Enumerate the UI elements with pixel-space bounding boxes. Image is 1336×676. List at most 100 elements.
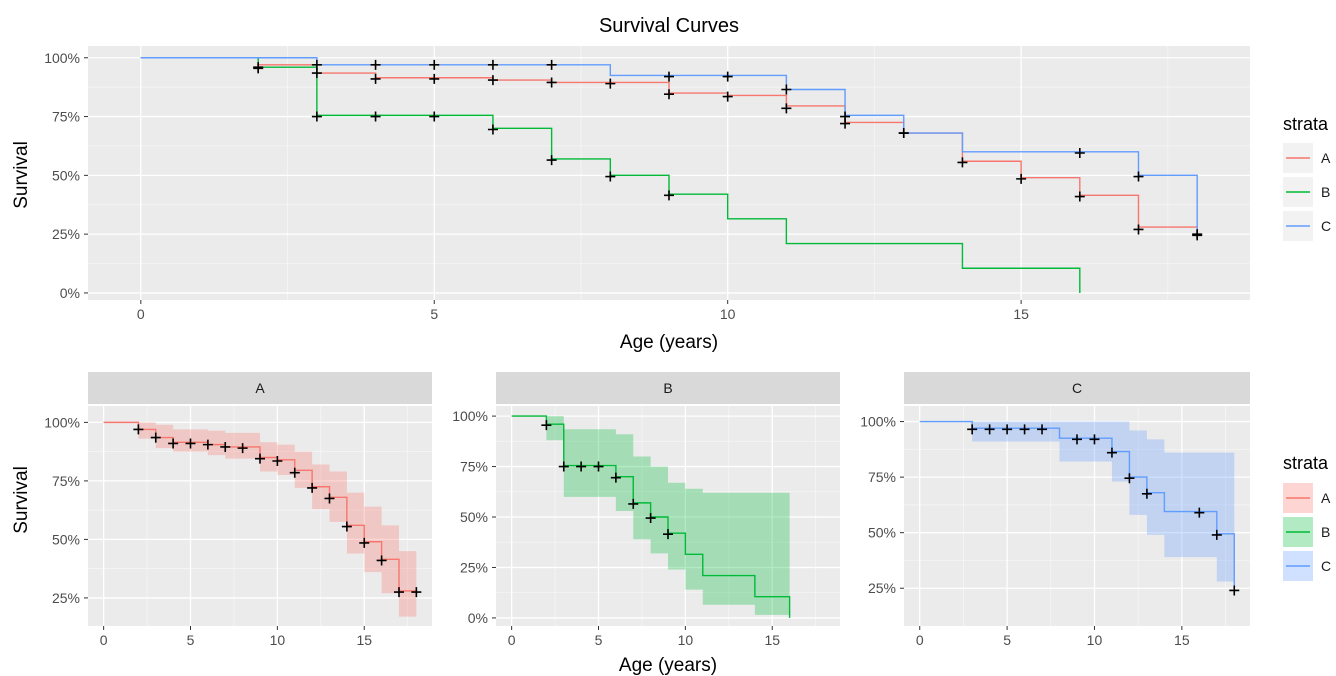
series-c-censor-mark <box>840 111 851 122</box>
y-tick-label: 50% <box>868 525 896 541</box>
x-axis-title-bottom: Age (years) <box>619 655 717 676</box>
facet-b-censor-mark <box>663 529 673 540</box>
x-axis-title: Age (years) <box>620 332 718 353</box>
legend-1 <box>1283 143 1313 241</box>
facet-c-panel <box>900 372 1250 630</box>
facet-strip <box>88 372 432 404</box>
x-tick-label: 10 <box>270 632 286 648</box>
facet-b-panel <box>492 372 840 630</box>
facet-a-censor-mark <box>376 555 387 566</box>
series-a-censor-mark <box>664 89 674 100</box>
x-tick-label: 15 <box>1013 306 1029 322</box>
facet-strip <box>904 372 1250 404</box>
y-tick-label: 50% <box>52 167 80 183</box>
y-tick-label: 75% <box>52 473 80 489</box>
legend-2 <box>1283 483 1313 581</box>
facet-b-censor-mark <box>593 461 604 472</box>
facet-b-censor-mark <box>558 461 569 472</box>
facet-a-plot-background <box>88 406 432 626</box>
legend-label: A <box>1321 150 1331 166</box>
series-a-censor-mark <box>605 78 616 89</box>
facet-a-censor-mark <box>220 441 231 452</box>
series-a-line <box>140 57 1198 232</box>
series-c-censor-mark <box>1192 230 1203 241</box>
series-a-censor-mark <box>781 103 792 114</box>
facet-c-censor-mark <box>967 424 978 435</box>
series-a-censor-mark <box>722 91 733 102</box>
facet-a-censor-mark <box>150 432 161 443</box>
x-tick-label: 5 <box>1003 632 1011 648</box>
chart-title: Survival Curves <box>599 15 739 37</box>
series-b-censor-mark <box>605 171 616 182</box>
series-a-censor-mark <box>429 73 440 84</box>
series-b-censor-mark <box>311 111 322 122</box>
series-b-censor-mark <box>546 155 557 166</box>
facet-a-censor-mark <box>324 493 335 504</box>
series-c-censor-mark <box>898 128 909 139</box>
y-tick-label: 100% <box>452 408 488 424</box>
x-tick-label: 5 <box>595 632 603 648</box>
legend-label: C <box>1321 218 1331 234</box>
facet-a-censor-mark <box>272 456 283 466</box>
series-a-censor-mark <box>1133 224 1144 235</box>
series-c-censor-mark <box>781 84 792 95</box>
y-tick-label: 0% <box>60 285 80 301</box>
facet-a-censor-mark <box>341 521 352 532</box>
series-c-censor-mark <box>1133 171 1144 182</box>
series-c-censor-mark <box>1074 148 1085 159</box>
series-b-censor-mark <box>487 124 498 135</box>
series-b-censor-mark <box>429 111 440 122</box>
legend-title: strata <box>1283 114 1329 134</box>
x-tick-label: 15 <box>764 632 780 648</box>
legend-label: C <box>1321 558 1331 574</box>
facet-strip-label: C <box>1072 380 1082 396</box>
x-tick-label: 10 <box>1087 632 1103 648</box>
facet-c-censor-mark <box>1037 424 1048 435</box>
series-c-censor-mark <box>487 59 498 70</box>
facet-a-censor-mark <box>393 587 404 598</box>
y-tick-label: 75% <box>52 109 80 125</box>
series-a-censor-mark <box>546 77 557 88</box>
y-tick-label: 50% <box>460 509 488 525</box>
facet-a-censor-mark <box>289 467 300 478</box>
y-axis-title-bottom: Survival <box>11 466 32 534</box>
facet-b-censor-mark <box>628 498 639 509</box>
facet-c-censor-mark <box>1141 488 1152 499</box>
facet-c-censor-mark <box>1106 447 1117 458</box>
facet-a-censor-mark <box>202 439 213 450</box>
y-tick-label: 25% <box>52 226 80 242</box>
x-tick-label: 0 <box>100 632 108 648</box>
y-tick-label: 100% <box>44 50 80 66</box>
facet-a-censor-mark <box>359 537 370 548</box>
facet-b-censor-mark <box>645 513 656 524</box>
x-tick-label: 15 <box>356 632 372 648</box>
series-c-censor-mark <box>370 59 381 70</box>
confidence-band <box>919 421 1235 582</box>
legend-title: strata <box>1283 453 1329 473</box>
series-a-censor-mark <box>1016 173 1027 184</box>
legend-label: A <box>1321 490 1331 506</box>
x-tick-label: 0 <box>137 306 145 322</box>
series-a-censor-mark <box>1074 191 1085 202</box>
facet-b-censor-mark <box>576 461 587 472</box>
facet-b-plot-background <box>496 406 840 626</box>
x-tick-label: 5 <box>187 632 195 648</box>
y-tick-label: 25% <box>868 580 896 596</box>
y-tick-label: 50% <box>52 531 80 547</box>
series-b-censor-mark <box>253 63 264 74</box>
facet-c-censor-mark <box>984 424 995 435</box>
x-tick-label: 0 <box>916 632 924 648</box>
y-tick-label: 100% <box>860 414 896 430</box>
y-tick-label: 75% <box>460 459 488 475</box>
x-tick-label: 10 <box>678 632 694 648</box>
facet-a-censor-mark <box>307 482 318 493</box>
facet-b-censor-mark <box>610 472 621 483</box>
legend-label: B <box>1321 184 1330 200</box>
series-a-censor-mark <box>370 73 381 84</box>
facet-strip-label: A <box>255 380 265 396</box>
facet-a-censor-mark <box>237 443 248 454</box>
facet-c-censor-mark <box>1019 424 1030 435</box>
x-tick-label: 15 <box>1174 632 1190 648</box>
facet-strip <box>496 372 840 404</box>
legend-label: B <box>1321 524 1330 540</box>
